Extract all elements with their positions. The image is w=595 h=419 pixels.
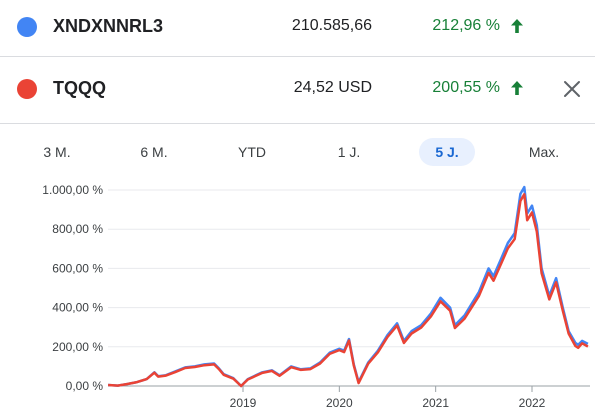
tab-6m[interactable]: 6 M.	[140, 144, 168, 160]
price-value: 24,52 USD	[293, 79, 372, 96]
performance-chart: 0,00 % 200,00 % 400,00 % 600,00 % 800,00 % 1.…	[42, 183, 590, 410]
y-tick-label: 600,00 %	[52, 261, 103, 275]
y-tick-label: 0,00 %	[66, 379, 104, 393]
ticker-label: TQQQ	[53, 78, 106, 98]
tab-max[interactable]: Max.	[528, 144, 560, 160]
y-tick-label: 1.000,00 %	[42, 183, 103, 197]
series-line-tqqq	[108, 193, 589, 388]
x-tick-label: 2021	[422, 396, 449, 410]
series-line-xndxnnrl3	[108, 185, 589, 388]
x-tick-label: 2020	[326, 396, 353, 410]
close-icon[interactable]	[561, 78, 583, 100]
range-tabs: 3 M. 6 M. YTD 1 J. 5 J. Max.	[0, 138, 595, 168]
series-color-dot	[17, 79, 37, 99]
divider	[0, 123, 595, 124]
ticker-label: XNDXNNRL3	[53, 16, 164, 36]
tab-3m[interactable]: 3 M.	[43, 144, 71, 160]
tab-5y[interactable]: 5 J.	[419, 138, 475, 166]
y-tick-label: 400,00 %	[52, 301, 103, 315]
arrow-up-icon	[511, 81, 523, 95]
security-row-1[interactable]: XNDXNNRL3 210.585,66 212,96 %	[0, 0, 595, 56]
change-percent: 212,96 %	[432, 17, 500, 34]
tab-ytd[interactable]: YTD	[238, 144, 266, 160]
y-tick-label: 800,00 %	[52, 222, 103, 236]
arrow-up-icon	[511, 19, 523, 33]
tab-1y[interactable]: 1 J.	[337, 144, 361, 160]
x-tick-label: 2022	[519, 396, 546, 410]
x-tick-label: 2019	[230, 396, 257, 410]
y-tick-label: 200,00 %	[52, 340, 103, 354]
price-value: 210.585,66	[291, 17, 372, 34]
change-percent: 200,55 %	[432, 79, 500, 96]
divider	[0, 56, 595, 57]
series-color-dot	[17, 17, 37, 37]
security-row-2[interactable]: TQQQ 24,52 USD 200,55 %	[0, 62, 595, 118]
